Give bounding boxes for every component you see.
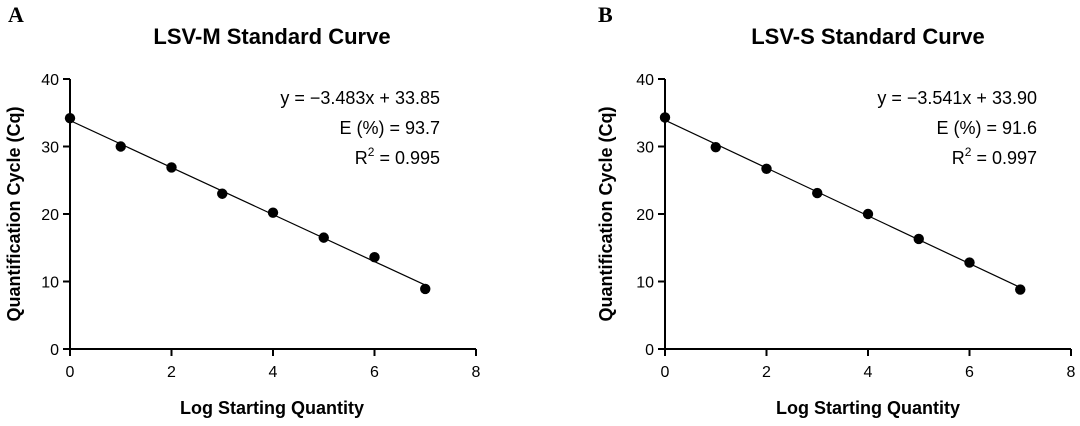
chart-b-svg: B LSV-S Standard Curve Quantification Cy… [596, 2, 1076, 418]
efficiency-label-b: E (%) = 91.6 [936, 118, 1037, 138]
y-tick-label-b-30: 30 [636, 140, 654, 157]
y-axis-label-a: Quantification Cycle (Cq) [4, 106, 24, 321]
chart-title-b: LSV-S Standard Curve [751, 24, 985, 49]
fit-line-b [664, 119, 1021, 289]
x-axis-label-a: Log Starting Quantity [180, 398, 364, 418]
y-tick-label-a-40: 40 [41, 72, 59, 89]
x-tick-label-a-2: 2 [167, 364, 176, 381]
x-tick-label-b-4: 4 [864, 364, 873, 381]
x-tick-label-a-6: 6 [370, 364, 379, 381]
data-point-a-7 [420, 283, 431, 295]
x-tick-label-b-8: 8 [1067, 364, 1076, 381]
chart-panel-a: A LSV-M Standard Curve Quantification Cy… [4, 2, 481, 418]
panel-letter-a: A [8, 2, 24, 27]
y-tick-label-a-10: 10 [41, 275, 59, 292]
data-point-b-5 [913, 233, 924, 245]
x-tick-label-a-8: 8 [472, 364, 481, 381]
data-point-a-3 [217, 188, 228, 199]
plot-area-a: 0 10 20 30 40 0 2 4 6 8 [41, 72, 480, 381]
y-tick-label-a-0: 0 [50, 342, 59, 359]
data-point-b-3 [812, 187, 823, 199]
data-point-a-1 [115, 141, 126, 152]
chart-title-a: LSV-M Standard Curve [153, 24, 390, 49]
chart-a-svg: A LSV-M Standard Curve Quantification Cy… [4, 2, 481, 418]
y-tick-label-b-20: 20 [636, 207, 654, 224]
data-point-b-4 [862, 208, 874, 220]
efficiency-label-a: E (%) = 93.7 [339, 118, 440, 138]
x-tick-label-b-6: 6 [965, 364, 974, 381]
data-point-a-0 [64, 112, 76, 124]
data-point-a-4 [267, 207, 279, 218]
data-point-b-1 [710, 141, 721, 153]
data-point-b-2 [761, 163, 772, 174]
y-tick-label-b-40: 40 [636, 72, 654, 89]
r-squared-label-a: R2 = 0.995 [355, 145, 440, 168]
fit-line-a [69, 119, 426, 286]
x-tick-label-b-0: 0 [661, 364, 670, 381]
y-tick-label-b-0: 0 [645, 342, 654, 359]
x-axis-label-b: Log Starting Quantity [776, 398, 960, 418]
r-squared-label-b: R2 = 0.997 [952, 145, 1037, 168]
chart-panel-b: B LSV-S Standard Curve Quantification Cy… [540, 0, 1080, 426]
y-tick-label-b-10: 10 [636, 275, 654, 292]
y-tick-label-a-30: 30 [41, 140, 59, 157]
data-point-a-6 [369, 252, 380, 263]
fit-equation-a: y = −3.483x + 33.85 [280, 88, 440, 108]
x-tick-label-b-2: 2 [762, 364, 771, 381]
panel-letter-b: B [598, 2, 613, 27]
x-tick-label-a-4: 4 [269, 364, 278, 381]
data-point-a-2 [166, 162, 177, 173]
data-point-b-0 [659, 112, 671, 123]
y-axis-label-b: Quantification Cycle (Cq) [596, 106, 616, 321]
y-tick-label-a-20: 20 [41, 207, 59, 224]
data-point-b-7 [1015, 284, 1026, 295]
plot-area-b: 0 10 20 30 40 0 2 4 6 8 [636, 72, 1075, 381]
x-tick-label-a-0: 0 [66, 364, 75, 381]
fit-equation-b: y = −3.541x + 33.90 [877, 88, 1037, 108]
data-point-b-6 [964, 257, 975, 268]
data-point-a-5 [318, 232, 329, 243]
